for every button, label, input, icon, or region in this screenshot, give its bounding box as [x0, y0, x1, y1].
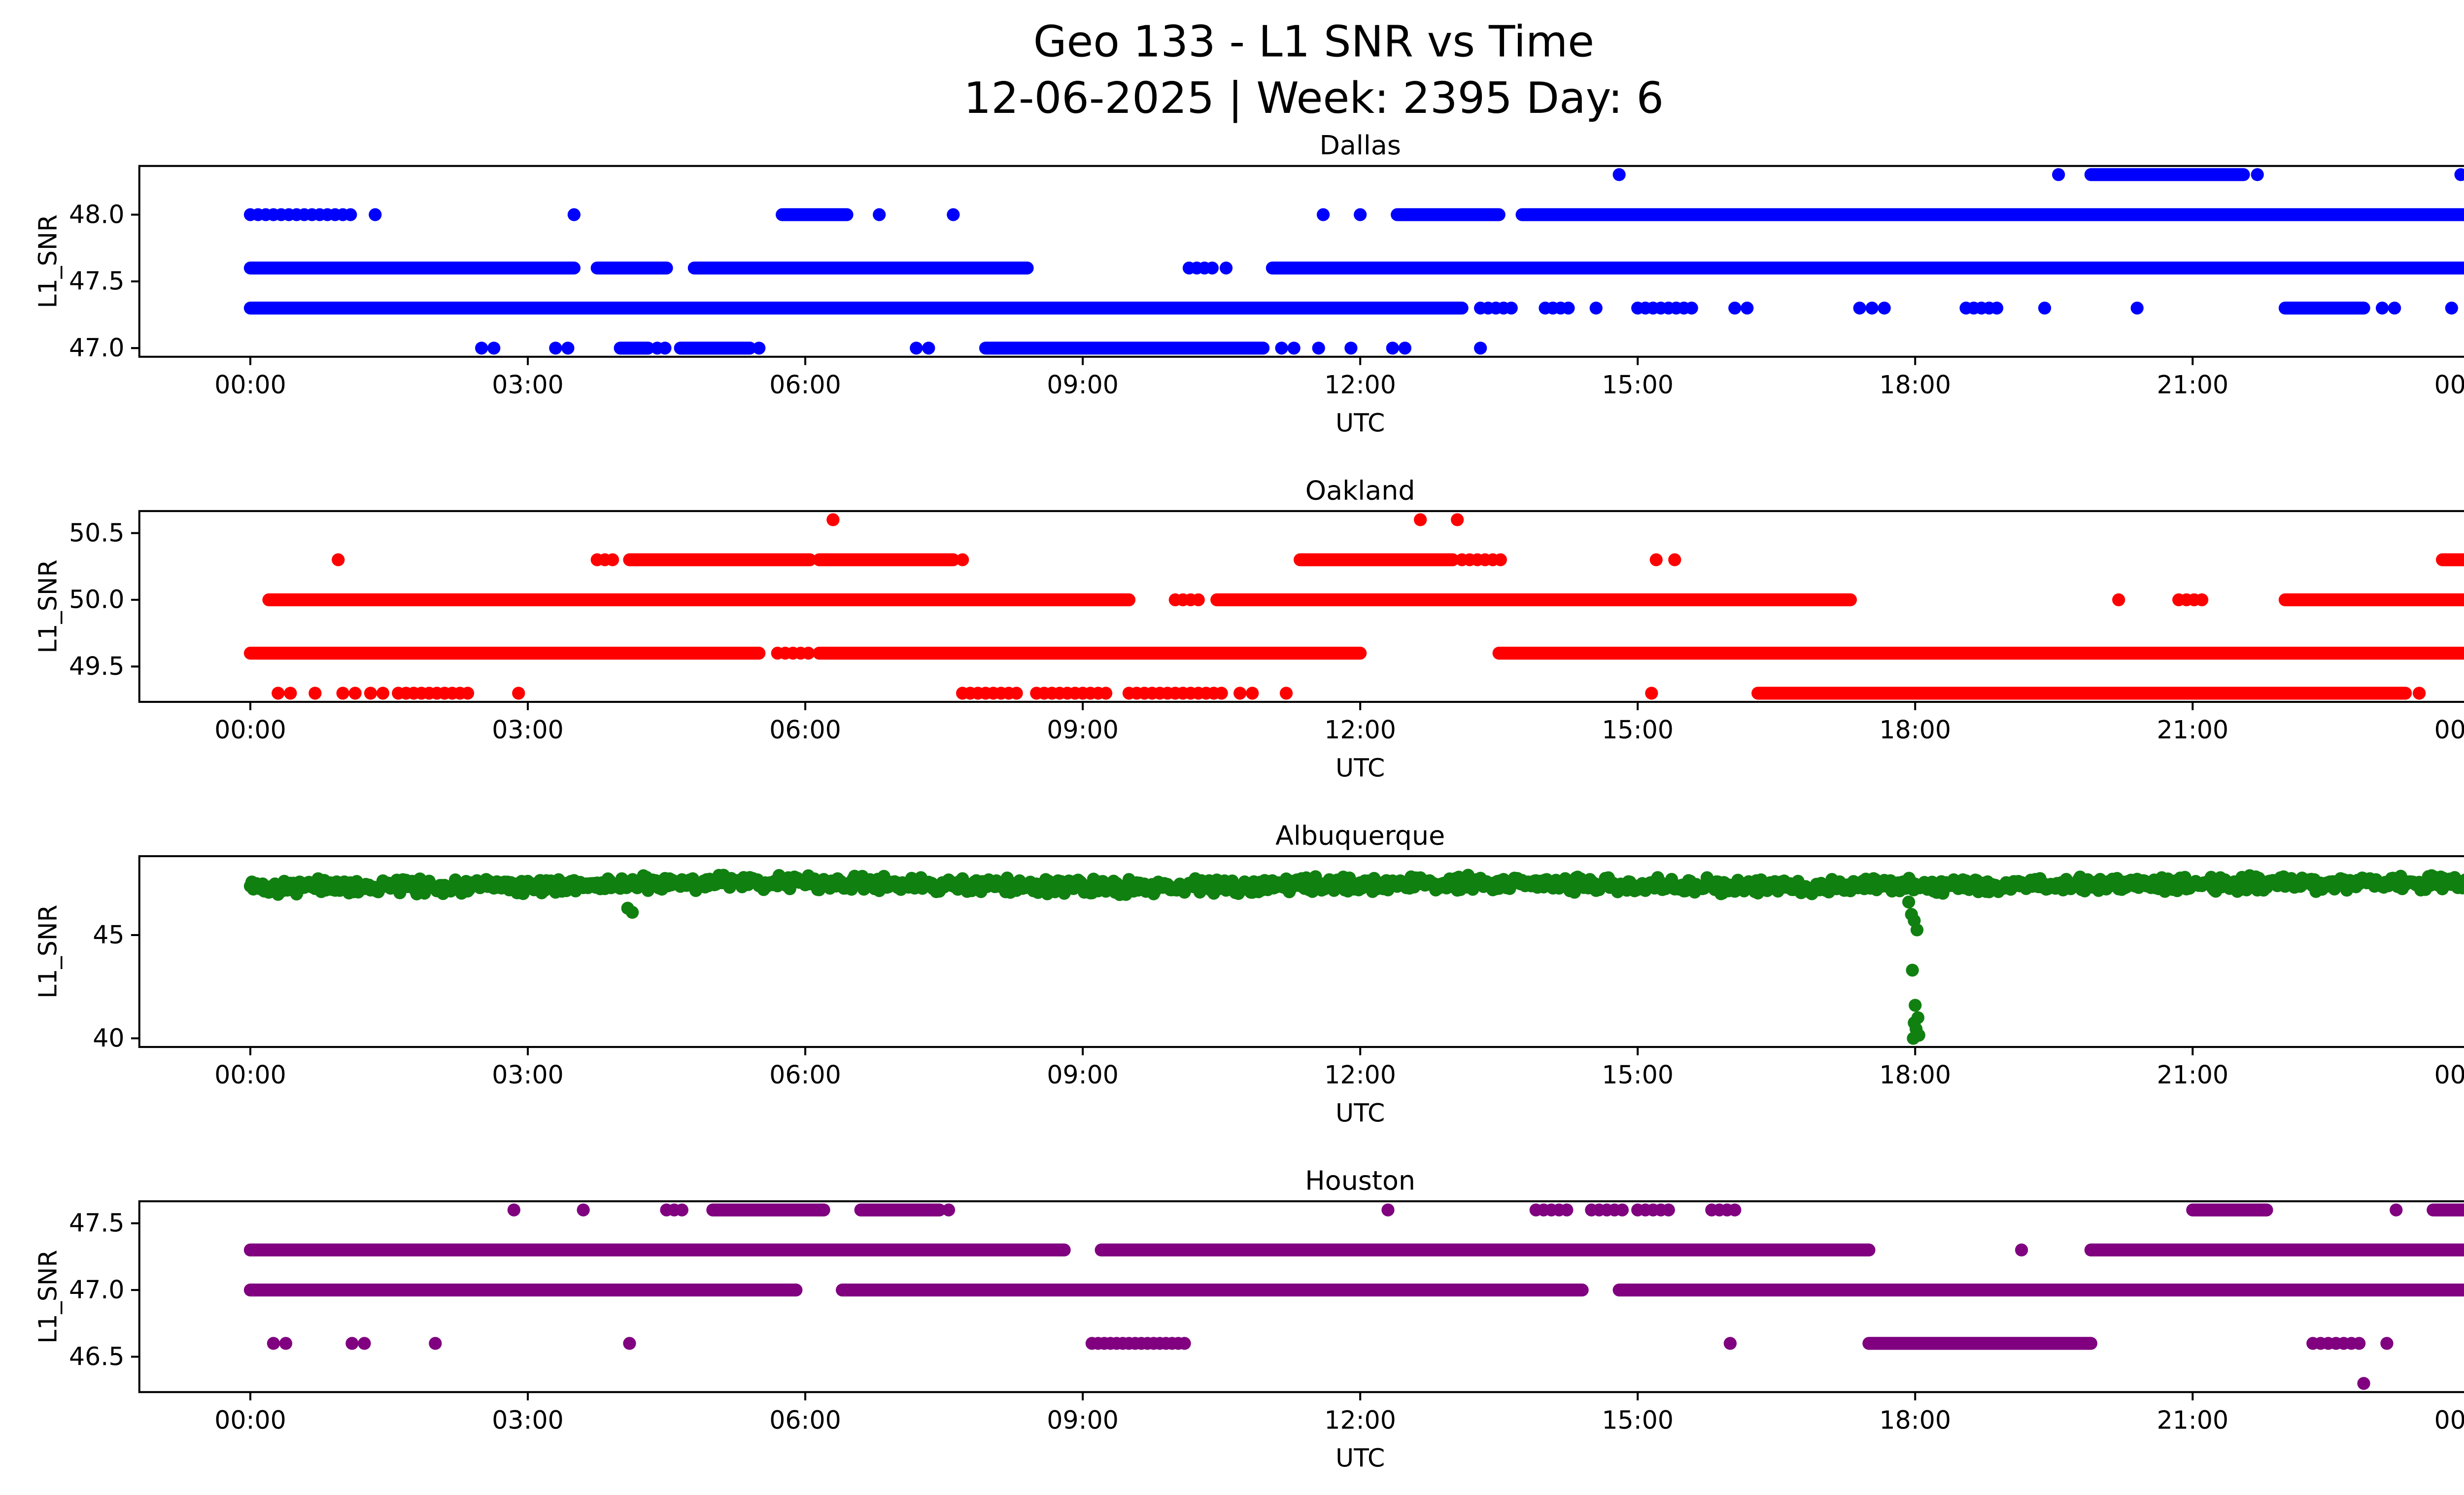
axes-frame: [138, 510, 2464, 703]
x-tick-label: 09:00: [1047, 1405, 1119, 1434]
axes-frame: [138, 1200, 2464, 1393]
y-tick-label: 48.0: [69, 200, 124, 229]
axes-frame: [138, 855, 2464, 1048]
subplot-houston: 00:00 03:00 06:00 09:00 12:00 15:00 18:00 21:00…: [69, 1200, 2464, 1434]
y-tick-label: 47.5: [69, 1209, 124, 1238]
series-albuquerque: [243, 869, 2464, 1045]
x-tick-label: 12:00: [1324, 370, 1396, 399]
series-oakland: [243, 513, 2464, 700]
subplot-title-albuquerque: Albuquerque: [1275, 820, 1445, 851]
y-tick-label: 50.0: [69, 585, 124, 614]
subplot-title-houston: Houston: [1305, 1165, 1415, 1196]
x-tick-label: 09:00: [1047, 370, 1119, 399]
x-tick-label: 12:00: [1324, 1060, 1396, 1089]
x-tick-label: 09:00: [1047, 715, 1119, 744]
x-tick-label: 06:00: [769, 715, 841, 744]
x-tick-label: 18:00: [1880, 715, 1951, 744]
x-tick-label: 06:00: [769, 1060, 841, 1089]
series-houston: [243, 1203, 2464, 1390]
x-tick-label: 18:00: [1880, 1060, 1951, 1089]
x-tick-label: 21:00: [2157, 715, 2229, 744]
axes-frame: [138, 165, 2464, 358]
y-tick-label: 47.0: [69, 1275, 124, 1304]
x-tick-label: 00:00: [2434, 1060, 2464, 1089]
x-axis-label-oakland: UTC: [1335, 753, 1385, 782]
subplot-title-dallas: Dallas: [1319, 130, 1401, 161]
x-tick-label: 12:00: [1324, 715, 1396, 744]
y-tick-label: 46.5: [69, 1342, 124, 1371]
x-tick-label: 12:00: [1324, 1405, 1396, 1434]
subplot-title-oakland: Oakland: [1305, 475, 1415, 506]
y-tick-label: 50.5: [69, 518, 124, 547]
subplot-oakland: 00:00 03:00 06:00 09:00 12:00 15:00 18:00 21:00…: [69, 510, 2464, 744]
x-tick-label: 03:00: [492, 370, 563, 399]
x-tick-label: 15:00: [1602, 1405, 1674, 1434]
x-tick-label: 00:00: [214, 1405, 286, 1434]
y-tick-label: 47.5: [69, 267, 124, 296]
series-dallas: [243, 168, 2464, 355]
y-tick-label: 40: [93, 1023, 124, 1052]
x-tick-label: 03:00: [492, 715, 563, 744]
y-axis-label-houston: L1_SNR: [33, 1250, 62, 1343]
y-axis-label-dallas: L1_SNR: [33, 214, 62, 308]
x-tick-label: 15:00: [1602, 370, 1674, 399]
plots-layer: 00:00 03:00 06:00 09:00 12:00 15:00 18:00 21:00…: [69, 165, 2464, 1434]
x-axis-label-houston: UTC: [1335, 1444, 1385, 1473]
x-tick-label: 00:00: [2434, 715, 2464, 744]
x-tick-label: 00:00: [214, 1060, 286, 1089]
y-tick-label: 47.0: [69, 333, 124, 362]
x-axis-label-albuquerque: UTC: [1335, 1099, 1385, 1128]
x-tick-label: 03:00: [492, 1060, 563, 1089]
x-tick-label: 15:00: [1602, 1060, 1674, 1089]
x-tick-label: 21:00: [2157, 1060, 2229, 1089]
figure-subtitle: 12-06-2025 | Week: 2395 Day: 6: [964, 73, 1664, 124]
x-tick-label: 18:00: [1880, 370, 1951, 399]
x-tick-label: 06:00: [769, 370, 841, 399]
x-tick-label: 00:00: [2434, 1405, 2464, 1434]
x-tick-label: 21:00: [2157, 370, 2229, 399]
x-tick-label: 03:00: [492, 1405, 563, 1434]
x-tick-label: 06:00: [769, 1405, 841, 1434]
x-tick-label: 09:00: [1047, 1060, 1119, 1089]
subplot-dallas: 00:00 03:00 06:00 09:00 12:00 15:00 18:00 21:00…: [69, 165, 2464, 399]
x-tick-label: 00:00: [2434, 370, 2464, 399]
x-tick-label: 00:00: [214, 370, 286, 399]
x-tick-label: 21:00: [2157, 1405, 2229, 1434]
x-tick-label: 18:00: [1880, 1405, 1951, 1434]
figure-title: Geo 133 - L1 SNR vs Time: [1033, 17, 1594, 67]
x-tick-label: 00:00: [214, 715, 286, 744]
y-tick-label: 45: [93, 920, 124, 949]
y-axis-label-albuquerque: L1_SNR: [33, 904, 62, 998]
subplot-albuquerque: 00:00 03:00 06:00 09:00 12:00 15:00 18:00 21:00…: [93, 855, 2464, 1089]
x-axis-label-dallas: UTC: [1335, 408, 1385, 437]
x-tick-label: 15:00: [1602, 715, 1674, 744]
y-tick-label: 49.5: [69, 652, 124, 681]
y-axis-label-oakland: L1_SNR: [33, 559, 62, 653]
